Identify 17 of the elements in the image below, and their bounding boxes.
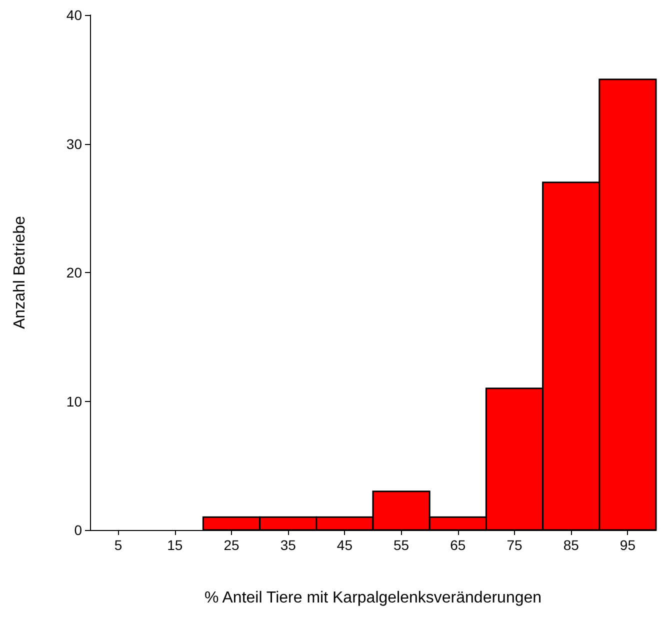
y-tick-label: 10	[66, 393, 82, 410]
x-tick-label: 95	[620, 537, 636, 553]
x-axis-title: % Anteil Tiere mit Karpalgelenksveränderungen	[204, 590, 542, 606]
x-tick-label: 35	[280, 537, 296, 553]
y-tick-label: 30	[66, 136, 82, 152]
x-tick-label: 75	[506, 537, 522, 553]
y-tick-label: 40	[66, 7, 82, 23]
y-tick-label: 20	[66, 264, 82, 280]
x-tick-label: 15	[167, 537, 183, 553]
x-tick-label: 45	[336, 537, 353, 553]
x-tick-label: 55	[394, 537, 410, 553]
x-tick-label: 5	[114, 537, 122, 553]
x-tick-label: 65	[450, 537, 466, 553]
x-tick-label: 85	[563, 537, 580, 553]
y-tick-label: 0	[74, 522, 82, 538]
y-axis-title: Anzahl Betriebe	[12, 216, 28, 329]
x-tick-label: 25	[224, 537, 240, 553]
